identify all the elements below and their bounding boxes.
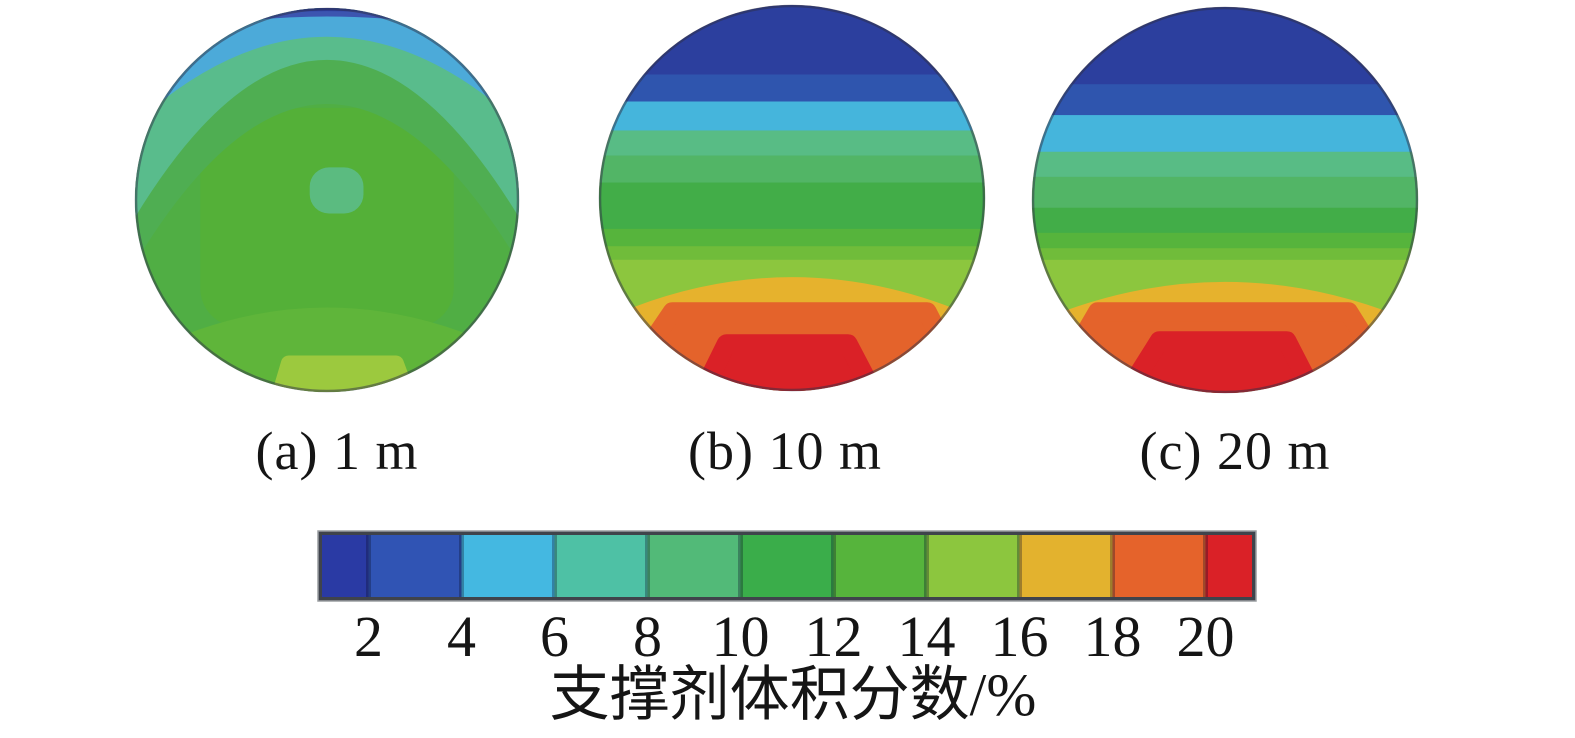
contour-panel-b [598, 4, 986, 392]
colorbar-tick-16: 16 [990, 604, 1049, 669]
colorbar-tick-10: 10 [711, 604, 770, 669]
panel-label-a: (a) 1 m [255, 421, 419, 481]
colorbar-caption: 支撑剂体积分数/% [549, 662, 1037, 728]
contour-panel-a [134, 7, 520, 393]
colorbar-tick-2: 2 [354, 604, 383, 669]
colorbar-tick-6: 6 [540, 604, 569, 669]
panel-label-c: (c) 20 m [1139, 421, 1331, 481]
colorbar [317, 530, 1257, 602]
panel-label-b: (b) 10 m [688, 421, 882, 481]
colorbar-tick-18: 18 [1083, 604, 1142, 669]
colorbar-tick-12: 12 [804, 604, 863, 669]
colorbar-tick-14: 14 [897, 604, 956, 669]
contour-panel-c [1031, 6, 1419, 394]
colorbar-tick-20: 20 [1176, 604, 1235, 669]
colorbar-tick-8: 8 [633, 604, 662, 669]
colorbar-tick-4: 4 [447, 604, 476, 669]
